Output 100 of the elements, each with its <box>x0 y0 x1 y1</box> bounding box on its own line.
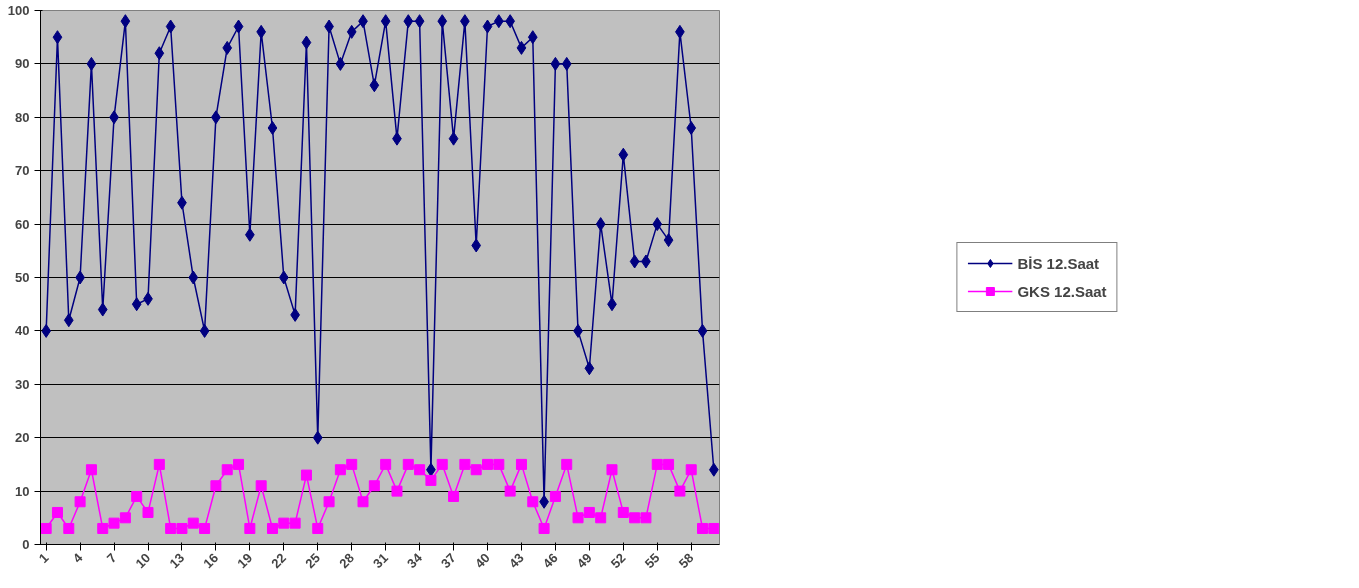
point <box>651 458 663 470</box>
point <box>629 512 641 524</box>
x-tick-label: 55 <box>641 550 663 572</box>
point <box>380 458 392 470</box>
point <box>697 323 708 338</box>
point <box>153 458 165 470</box>
y-tick-label: 10 <box>15 483 30 499</box>
point <box>222 40 233 55</box>
point <box>335 56 346 71</box>
point <box>233 19 244 34</box>
x-tick-label: 52 <box>607 550 629 572</box>
point <box>493 458 505 470</box>
x-tick-label: 37 <box>438 550 459 572</box>
point <box>334 464 346 476</box>
x-tick-label: 40 <box>471 550 493 572</box>
x-tick-label: 31 <box>370 550 391 572</box>
point <box>482 19 493 34</box>
point <box>527 496 539 508</box>
x-tick-label: 7 <box>103 550 120 566</box>
point <box>583 506 595 518</box>
point <box>538 522 550 534</box>
point <box>618 147 629 162</box>
point <box>233 458 245 470</box>
point <box>131 297 142 312</box>
x-tick-label: 1 <box>35 550 52 566</box>
point <box>549 490 561 502</box>
y-tick-label: 70 <box>15 163 30 179</box>
x-tick-label: 46 <box>539 550 561 572</box>
point <box>448 131 459 146</box>
point <box>471 238 482 253</box>
point <box>165 522 177 534</box>
legend-label: BİS 12.Saat <box>1017 254 1100 272</box>
point <box>448 490 460 502</box>
point <box>686 120 697 135</box>
point <box>165 19 176 34</box>
point <box>188 270 199 285</box>
point <box>131 490 143 502</box>
point <box>97 522 109 534</box>
point <box>244 522 256 534</box>
x-tick-label: 19 <box>234 550 256 572</box>
point <box>74 496 86 508</box>
point <box>515 458 527 470</box>
point <box>402 458 414 470</box>
point <box>346 458 358 470</box>
x-tick-label: 49 <box>573 550 595 572</box>
x-tick-label: 25 <box>302 550 324 572</box>
point <box>300 469 312 481</box>
point <box>52 30 63 45</box>
point <box>40 522 52 534</box>
legend-label: GKS 12.Saat <box>1017 282 1107 300</box>
point <box>199 522 211 534</box>
point <box>154 46 165 61</box>
point <box>210 480 222 492</box>
point <box>584 361 595 376</box>
x-tick-label: 16 <box>200 550 222 572</box>
point <box>187 517 199 529</box>
point <box>369 78 380 93</box>
x-tick-label: 43 <box>505 550 527 572</box>
point <box>357 496 369 508</box>
point <box>380 14 391 29</box>
point <box>120 14 131 29</box>
point <box>437 14 448 29</box>
point <box>199 323 210 338</box>
y-tick-label: 0 <box>22 537 30 552</box>
point <box>663 233 674 248</box>
point <box>278 270 289 285</box>
point <box>391 485 403 497</box>
point <box>595 217 606 232</box>
point <box>685 464 697 476</box>
point <box>85 464 97 476</box>
point <box>301 35 312 50</box>
point <box>63 313 74 328</box>
point <box>403 14 414 29</box>
point <box>51 506 63 518</box>
point <box>312 430 323 445</box>
x-tick-label: 34 <box>404 549 426 572</box>
point <box>482 458 494 470</box>
point <box>663 458 675 470</box>
point <box>368 480 380 492</box>
point <box>425 474 437 486</box>
point <box>561 458 573 470</box>
point <box>572 512 584 524</box>
y-tick-label: 80 <box>15 109 30 125</box>
point <box>255 480 267 492</box>
point <box>278 517 290 529</box>
point <box>516 40 527 55</box>
y-tick-label: 40 <box>15 323 30 339</box>
point <box>256 24 267 39</box>
point <box>119 512 131 524</box>
y-tick-label: 100 <box>7 3 30 18</box>
point <box>595 512 607 524</box>
point <box>97 302 108 317</box>
x-tick-label: 28 <box>336 550 358 572</box>
point <box>266 522 278 534</box>
point <box>652 217 663 232</box>
point <box>414 14 425 29</box>
point <box>312 522 324 534</box>
point <box>289 517 301 529</box>
point <box>708 522 720 534</box>
point <box>697 522 709 534</box>
